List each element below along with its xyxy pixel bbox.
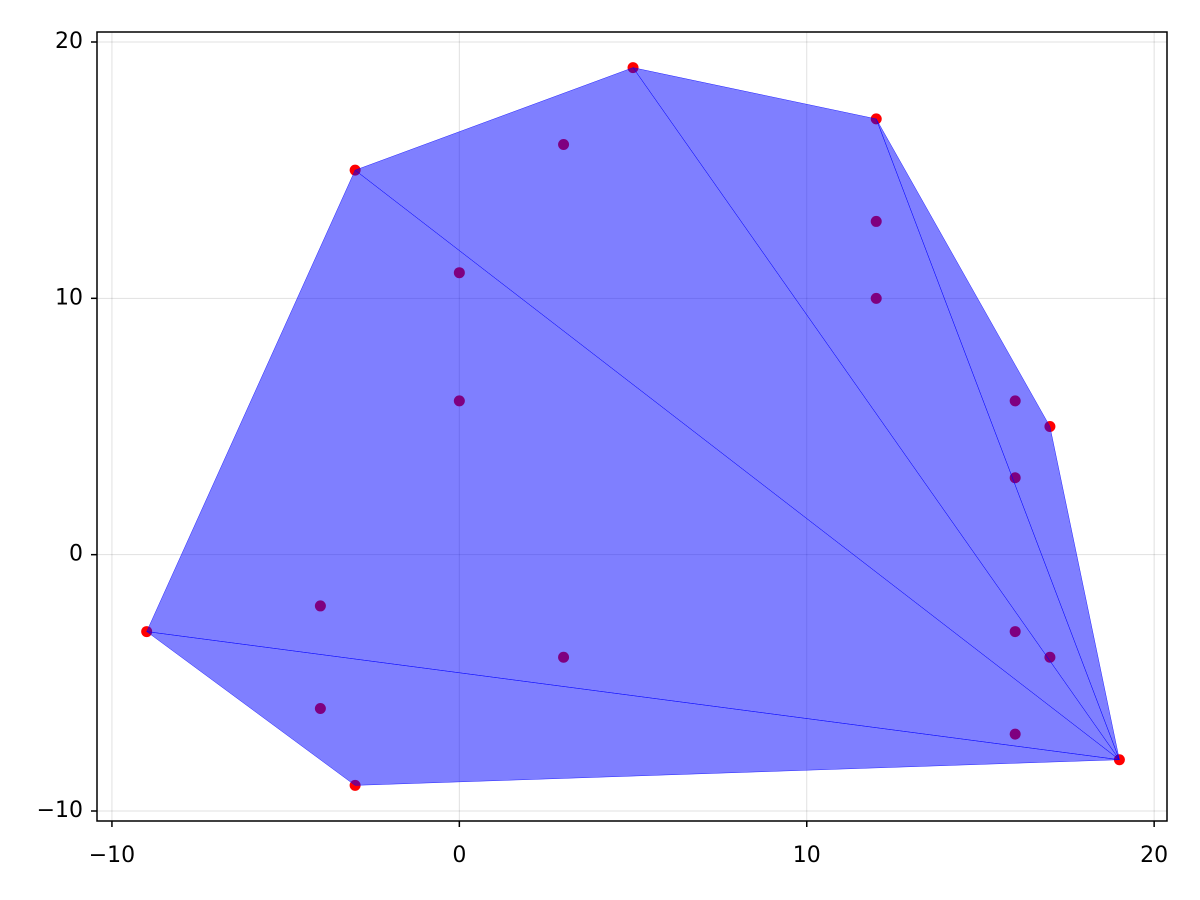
x-tick-label: 10	[793, 843, 821, 868]
mesh-triangle	[875, 118, 1120, 760]
x-tick-label: 0	[452, 843, 466, 868]
y-tick-label: 20	[55, 29, 83, 54]
y-tick-label: 10	[55, 285, 83, 310]
x-tick-label: −10	[89, 843, 135, 868]
plot-frame	[96, 31, 1168, 822]
y-tick-label: −10	[37, 798, 83, 823]
y-tick-label: 0	[69, 542, 83, 567]
x-tick-label: 20	[1140, 843, 1168, 868]
